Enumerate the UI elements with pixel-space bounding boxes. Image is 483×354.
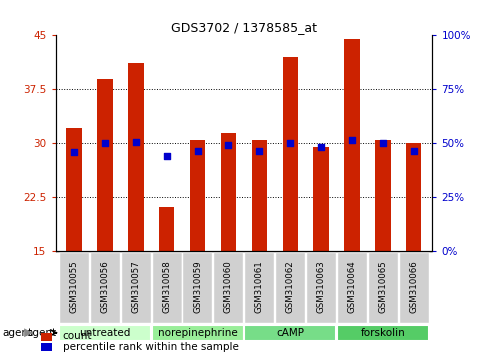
Bar (375, 140, 391, 251)
Text: GSM310056: GSM310056 (100, 260, 110, 313)
Text: GSM310059: GSM310059 (193, 260, 202, 313)
Point (163, 154, 170, 159)
FancyBboxPatch shape (213, 252, 243, 323)
FancyBboxPatch shape (306, 252, 336, 323)
FancyBboxPatch shape (183, 252, 213, 323)
Point (410, 148, 418, 153)
FancyBboxPatch shape (275, 252, 305, 323)
Text: GSM310057: GSM310057 (131, 260, 141, 313)
Text: GSM310055: GSM310055 (70, 260, 79, 313)
Point (317, 144, 325, 150)
Bar (344, 39, 360, 251)
Bar (221, 133, 236, 251)
FancyBboxPatch shape (59, 252, 89, 323)
Bar (406, 143, 422, 251)
Text: GSM310058: GSM310058 (162, 260, 171, 313)
Text: percentile rank within the sample: percentile rank within the sample (63, 342, 239, 352)
FancyBboxPatch shape (59, 325, 151, 341)
Point (132, 139, 140, 145)
Bar (66, 127, 82, 251)
Text: GSM310060: GSM310060 (224, 260, 233, 313)
Text: untreated: untreated (79, 328, 130, 338)
Point (225, 142, 232, 148)
Text: agent: agent (2, 328, 32, 338)
Text: cAMP: cAMP (276, 328, 304, 338)
Bar (97, 79, 113, 251)
Text: GSM310065: GSM310065 (378, 260, 387, 313)
Point (379, 141, 387, 146)
Text: GSM310064: GSM310064 (347, 260, 356, 313)
Text: norepinephrine: norepinephrine (158, 328, 238, 338)
Bar (159, 207, 174, 251)
Point (101, 141, 109, 146)
Point (70, 149, 78, 155)
Bar (313, 147, 329, 251)
FancyBboxPatch shape (244, 252, 274, 323)
Text: GSM310063: GSM310063 (317, 260, 326, 313)
Bar (283, 57, 298, 251)
Bar (128, 63, 143, 251)
Text: agent: agent (26, 328, 56, 338)
Bar (190, 141, 205, 251)
Title: GDS3702 / 1378585_at: GDS3702 / 1378585_at (171, 21, 317, 34)
FancyBboxPatch shape (337, 252, 367, 323)
FancyBboxPatch shape (90, 252, 120, 323)
FancyBboxPatch shape (152, 325, 243, 341)
Point (194, 148, 201, 153)
FancyBboxPatch shape (337, 325, 429, 341)
FancyBboxPatch shape (398, 252, 428, 323)
FancyBboxPatch shape (244, 325, 336, 341)
Point (348, 137, 356, 143)
Point (286, 141, 294, 146)
Text: GSM310066: GSM310066 (409, 260, 418, 313)
Bar (252, 141, 267, 251)
FancyBboxPatch shape (121, 252, 151, 323)
Text: GSM310062: GSM310062 (286, 260, 295, 313)
FancyBboxPatch shape (368, 252, 398, 323)
FancyBboxPatch shape (152, 252, 182, 323)
Point (256, 148, 263, 153)
Text: count: count (63, 331, 92, 341)
Text: GSM310061: GSM310061 (255, 260, 264, 313)
Text: forskolin: forskolin (360, 328, 405, 338)
